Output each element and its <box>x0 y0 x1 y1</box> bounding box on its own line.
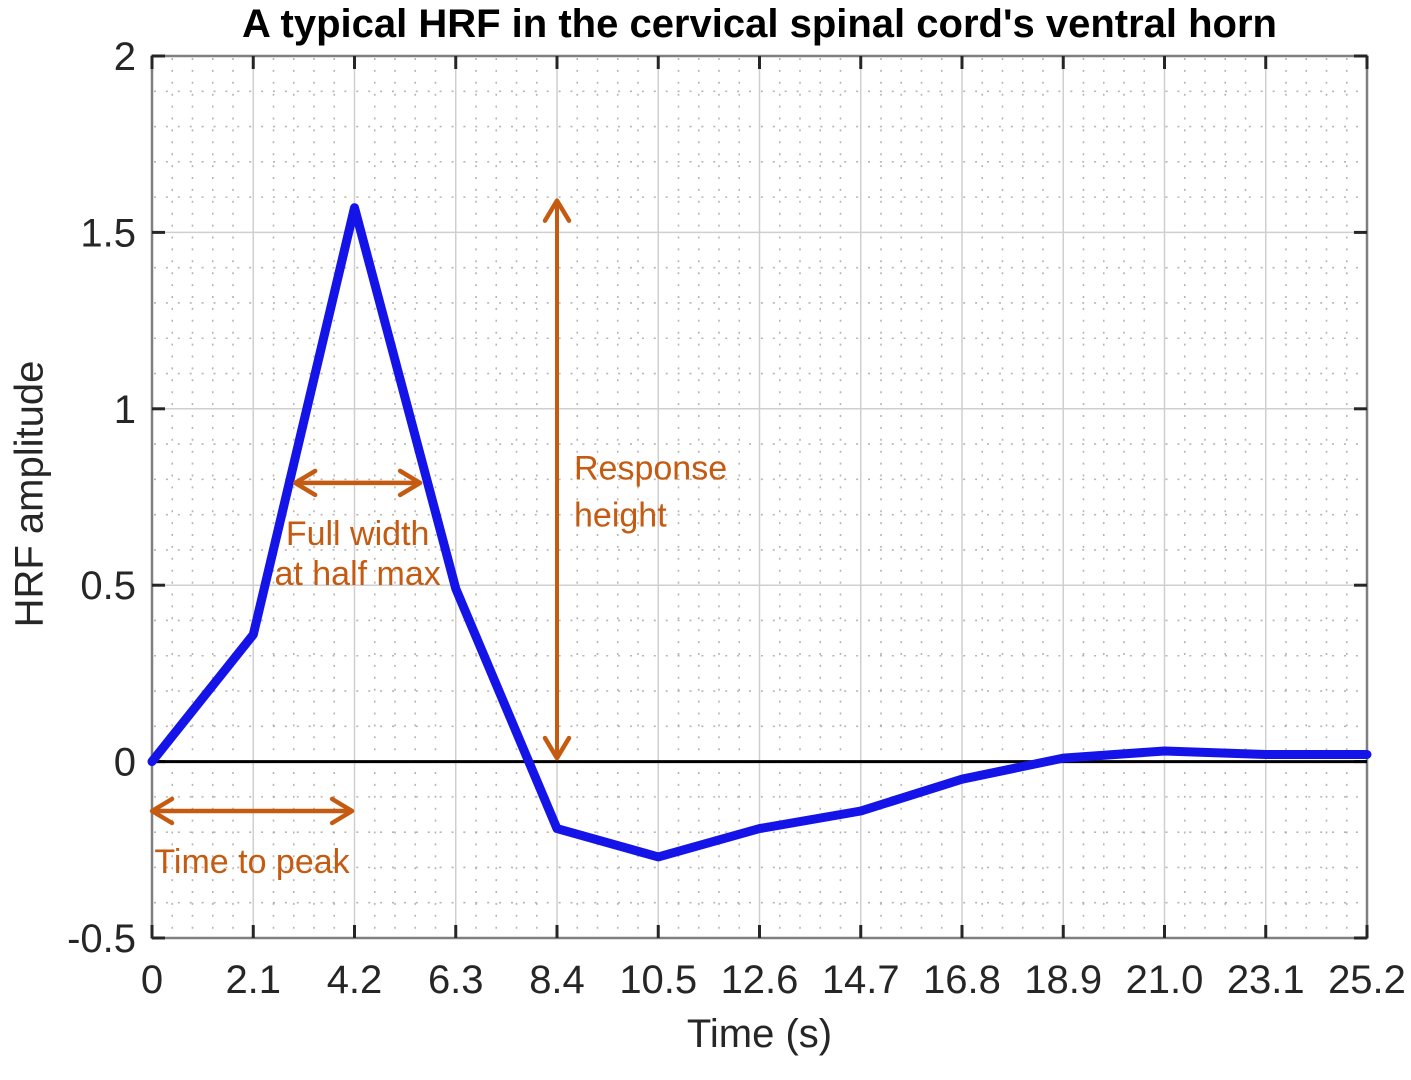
x-tick-label: 2.1 <box>225 958 281 1002</box>
y-tick-label: -0.5 <box>67 917 136 961</box>
y-tick-label: 2 <box>114 35 136 79</box>
fwhm-label: at half max <box>274 555 440 593</box>
y-tick-labels: -0.5 0 0.5 1 1.5 2 <box>67 35 136 961</box>
hrf-curve <box>147 203 1372 862</box>
x-tick-label: 14.7 <box>822 958 900 1002</box>
x-axis-label: Time (s) <box>686 1012 833 1056</box>
y-tick-label: 0 <box>114 741 136 785</box>
fwhm-label: Full width <box>286 515 430 553</box>
x-tick-label: 21.0 <box>1126 958 1204 1002</box>
time-to-peak-label: Time to peak <box>154 843 350 881</box>
x-tick-label: 16.8 <box>923 958 1001 1002</box>
x-tick-label: 10.5 <box>619 958 697 1002</box>
response-height-label: height <box>574 496 667 534</box>
response-height-annotation: Response height <box>542 198 727 761</box>
y-tick-label: 1 <box>114 388 136 432</box>
x-tick-label: 18.9 <box>1024 958 1102 1002</box>
time-to-peak-annotation: Time to peak <box>149 796 355 881</box>
x-tick-label: 0 <box>141 958 163 1002</box>
chart-title: A typical HRF in the cervical spinal cor… <box>242 2 1277 46</box>
x-tick-label: 4.2 <box>327 958 383 1002</box>
grid-major <box>152 56 1367 938</box>
x-tick-labels: 0 2.1 4.2 6.3 8.4 10.5 12.6 14.7 16.8 18.9 21.0 23.… <box>141 958 1406 1002</box>
response-height-label: Response <box>574 449 727 487</box>
y-tick-label: 0.5 <box>80 564 136 608</box>
y-tick-label: 1.5 <box>80 211 136 255</box>
x-tick-label: 6.3 <box>428 958 484 1002</box>
x-tick-label: 8.4 <box>529 958 585 1002</box>
x-tick-label: 12.6 <box>721 958 799 1002</box>
x-tick-label: 25.2 <box>1328 958 1406 1002</box>
x-tick-label: 23.1 <box>1227 958 1305 1002</box>
